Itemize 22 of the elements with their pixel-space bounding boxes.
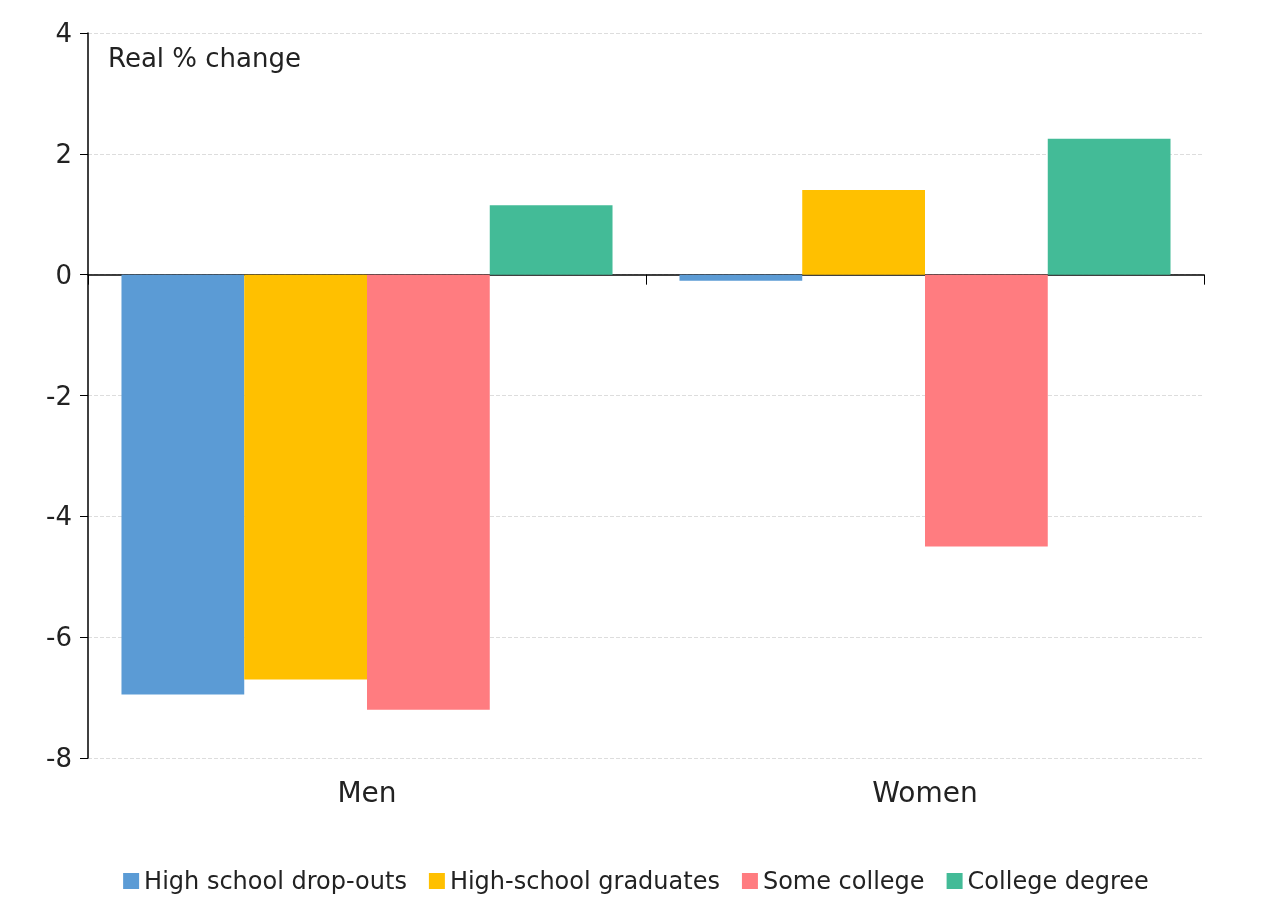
x-tick-label: Men xyxy=(337,775,397,809)
bar xyxy=(367,274,490,710)
y-tick-label: -2 xyxy=(46,380,72,411)
legend-label: College degree xyxy=(967,867,1149,895)
y-tick-label: 0 xyxy=(55,259,72,290)
y-tick-label: 2 xyxy=(55,138,72,169)
bar xyxy=(244,274,367,680)
bar xyxy=(1047,138,1171,275)
bar xyxy=(121,274,245,695)
y-tick-label: 4 xyxy=(55,18,72,48)
legend-label: Some college xyxy=(762,867,925,895)
legend-label: High-school graduates xyxy=(449,867,720,895)
bar xyxy=(925,274,1048,547)
bar xyxy=(679,274,803,281)
y-tick-label: -8 xyxy=(46,743,72,773)
y-axis-title: Real % change xyxy=(108,43,301,73)
bar xyxy=(489,205,613,275)
bar xyxy=(802,190,925,275)
legend-label: High school drop-outs xyxy=(144,867,407,895)
x-tick-label: Women xyxy=(872,775,978,809)
y-tick-label: -6 xyxy=(46,622,72,653)
y-tick-label: -4 xyxy=(46,501,72,532)
